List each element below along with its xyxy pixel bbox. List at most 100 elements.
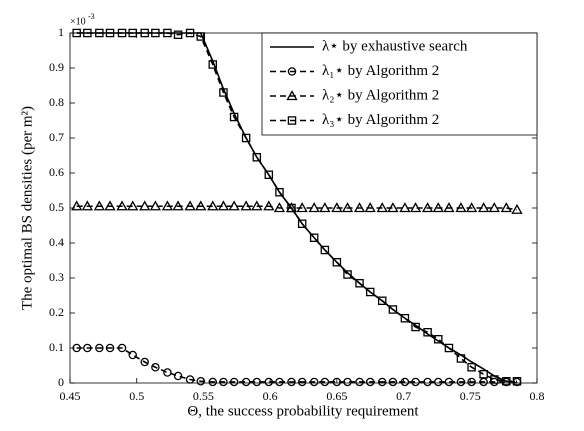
marker	[456, 354, 466, 363]
marker	[196, 32, 206, 41]
y-tick-label: 0.1	[49, 340, 64, 354]
marker	[149, 200, 162, 211]
marker	[240, 200, 252, 211]
marker	[353, 202, 366, 213]
marker	[320, 245, 330, 255]
marker	[365, 287, 375, 297]
x-tick-label: 0.6	[263, 389, 278, 403]
marker	[217, 200, 230, 211]
y-axis-label: The optimal BS densities (per m²)	[19, 106, 35, 310]
marker	[95, 28, 104, 38]
marker	[421, 202, 434, 213]
marker	[95, 343, 104, 353]
marker	[309, 377, 319, 387]
marker	[355, 377, 364, 387]
x-tick-label: 0.65	[326, 389, 347, 403]
marker	[400, 377, 410, 387]
marker	[151, 28, 160, 38]
y-multiplier-exponent: -3	[88, 12, 95, 21]
marker	[409, 202, 422, 213]
marker	[296, 202, 308, 213]
marker	[184, 200, 196, 211]
x-tick-label: 0.5	[129, 389, 144, 403]
marker	[163, 368, 172, 377]
marker	[81, 200, 93, 211]
marker	[467, 377, 476, 387]
marker	[93, 200, 105, 211]
marker	[161, 200, 174, 211]
legend-label: λ₁⋆ by Algorithm 2	[322, 63, 439, 79]
x-tick-label: 0.55	[193, 389, 214, 403]
marker	[128, 28, 137, 38]
marker	[319, 202, 331, 213]
series-line	[76, 32, 517, 383]
y-tick-label: 0.2	[49, 305, 64, 319]
marker	[411, 322, 420, 332]
marker	[127, 200, 139, 211]
marker	[219, 377, 228, 387]
marker	[172, 200, 184, 211]
marker	[275, 187, 284, 197]
marker	[117, 343, 127, 353]
marker	[490, 375, 499, 384]
legend-marker	[287, 67, 297, 76]
marker	[273, 202, 286, 213]
x-tick-label: 0.7	[396, 389, 411, 403]
marker	[252, 152, 262, 162]
marker	[377, 296, 387, 305]
marker	[251, 200, 263, 211]
y-tick-label: 0.5	[49, 200, 64, 214]
y-tick-label: 0.3	[49, 270, 64, 284]
marker	[173, 30, 183, 39]
legend-label: λ₂⋆ by Algorithm 2	[322, 87, 439, 103]
marker	[341, 202, 354, 213]
legend-marker	[287, 116, 297, 125]
marker	[116, 200, 128, 211]
marker	[83, 343, 92, 353]
marker	[208, 377, 218, 387]
marker	[196, 376, 206, 386]
y-tick-label: 0.8	[49, 95, 64, 109]
marker	[241, 377, 251, 387]
marker	[287, 203, 296, 213]
marker	[117, 28, 127, 38]
marker	[104, 200, 116, 211]
marker	[512, 376, 522, 386]
y-tick-label: 1	[58, 25, 64, 39]
marker	[332, 257, 342, 267]
marker	[308, 202, 320, 213]
legend-label: λ₃⋆ by Algorithm 2	[322, 112, 439, 128]
marker	[252, 377, 262, 387]
marker	[264, 377, 274, 387]
marker	[185, 375, 195, 384]
marker	[443, 202, 455, 213]
marker	[388, 305, 398, 314]
marker	[411, 377, 420, 387]
x-tick-label: 0.75	[460, 389, 481, 403]
series-line	[76, 205, 518, 211]
marker	[332, 377, 342, 387]
marker	[264, 170, 274, 179]
legend-marker	[286, 90, 298, 101]
marker	[400, 313, 410, 323]
marker	[263, 200, 275, 211]
marker	[229, 112, 239, 122]
marker	[500, 202, 512, 213]
marker	[297, 377, 307, 387]
marker	[456, 377, 466, 387]
marker	[228, 200, 240, 211]
marker	[208, 60, 218, 69]
marker	[466, 202, 478, 213]
legend-label: λ⋆ by exhaustive search	[322, 38, 468, 54]
marker	[455, 202, 467, 213]
marker	[399, 202, 411, 213]
marker	[434, 334, 443, 344]
marker	[320, 377, 330, 387]
marker	[365, 377, 375, 387]
marker	[387, 202, 399, 213]
marker	[309, 233, 319, 242]
marker	[423, 327, 432, 337]
marker	[364, 202, 376, 213]
marker	[343, 377, 352, 387]
marker	[83, 28, 92, 38]
